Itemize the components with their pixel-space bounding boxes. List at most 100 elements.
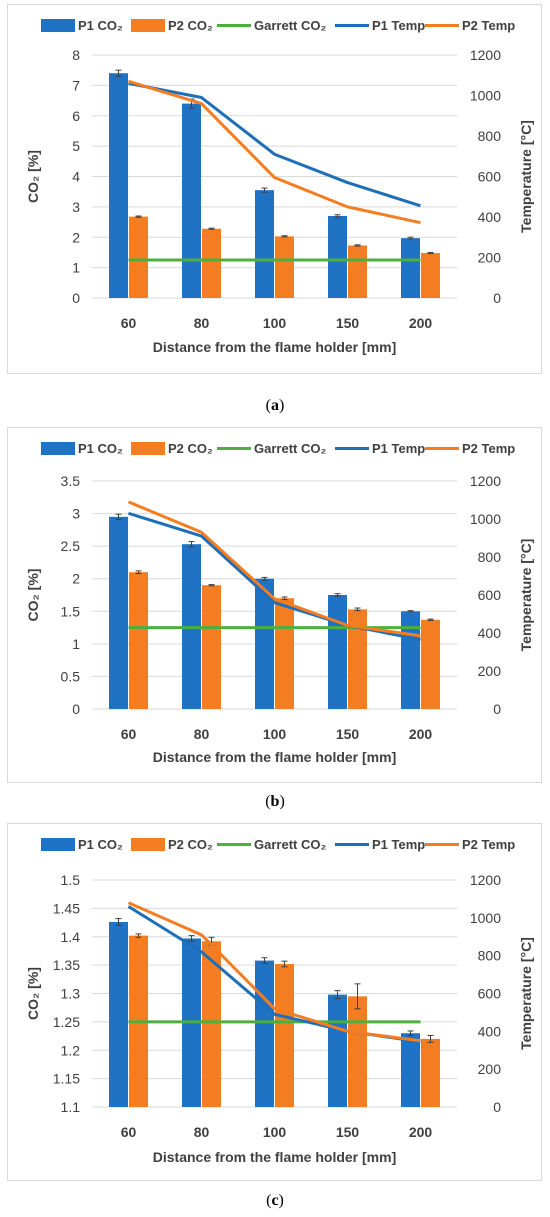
y2-axis-label: Temperature [°C] — [518, 539, 534, 652]
y-tick-label: 1.35 — [53, 957, 80, 973]
y-tick-label: 1.45 — [53, 900, 80, 916]
y2-tick-label: 200 — [478, 663, 502, 679]
y2-tick-label: 1200 — [470, 872, 501, 888]
y2-tick-label: 400 — [478, 1023, 502, 1039]
y-tick-label: 1.5 — [61, 872, 81, 888]
legend-swatch-p1-co2 — [41, 442, 75, 455]
y2-axis-label: Temperature [°C] — [518, 120, 534, 233]
y-tick-label: 1.25 — [53, 1014, 80, 1030]
bar-p2-co2 — [348, 609, 367, 709]
line-p2-temp — [127, 500, 421, 638]
caption-b-letter: b — [270, 793, 280, 810]
legend-label-p2-co2: P2 CO₂ — [168, 837, 213, 852]
legend-label-p1-co2: P1 CO₂ — [78, 18, 123, 33]
bar-p2-co2 — [275, 963, 294, 1107]
x-tick-label: 200 — [409, 1124, 433, 1140]
bar-p1-co2 — [328, 215, 347, 298]
x-tick-label: 80 — [194, 726, 210, 742]
bar-p1-co2 — [401, 611, 420, 709]
legend-label-p2-co2: P2 CO₂ — [168, 18, 213, 33]
y2-tick-label: 0 — [493, 1099, 501, 1115]
y2-tick-label: 800 — [478, 948, 502, 964]
y2-tick-label: 1000 — [470, 511, 501, 527]
legend-label-p1-temp: P1 Temp — [372, 441, 425, 456]
legend-swatch-p2-co2 — [131, 442, 165, 455]
y2-tick-label: 800 — [478, 128, 502, 144]
bar-p1-co2 — [255, 960, 274, 1107]
x-tick-label: 80 — [194, 315, 210, 331]
legend-swatch-p2-co2 — [131, 19, 165, 32]
x-tick-label: 150 — [336, 315, 360, 331]
y2-axis-label: Temperature [°C] — [518, 937, 534, 1050]
y-tick-label: 6 — [72, 108, 80, 124]
bar-p1-co2 — [401, 238, 420, 298]
y-tick-label: 2 — [72, 571, 80, 587]
legend-label-p1-co2: P1 CO₂ — [78, 441, 123, 456]
legend-label-p2-co2: P2 CO₂ — [168, 441, 213, 456]
chart-panel-a: P1 CO₂ P2 CO₂ Garrett CO₂ P1 Temp P2 Temp 0 1 2… — [7, 4, 542, 374]
line-p1-temp — [128, 81, 421, 208]
legend-label-p2-temp: P2 Temp — [462, 837, 515, 852]
legend-item-p1-temp: P1 Temp — [335, 441, 425, 456]
bar-p2-co2 — [348, 245, 367, 298]
y2-tick-label: 1200 — [470, 47, 501, 63]
y-tick-label: 2 — [72, 229, 80, 245]
x-tick-label: 100 — [263, 315, 287, 331]
line-p2-temp — [127, 901, 421, 1043]
y-tick-label: 3 — [72, 199, 80, 215]
y2-tick-label: 0 — [493, 701, 501, 717]
y2-tick-label: 1000 — [470, 910, 501, 926]
x-axis-label: Distance from the flame holder [mm] — [153, 749, 397, 765]
x-tick-label: 60 — [121, 1124, 137, 1140]
y-tick-label: 5 — [72, 138, 80, 154]
legend-swatch-p1-co2 — [41, 838, 75, 851]
y2-tick-label: 400 — [478, 209, 502, 225]
y-axis-label: CO₂ [%] — [25, 967, 41, 1020]
bar-p2-co2 — [421, 1038, 440, 1107]
y2-tick-label: 200 — [478, 1061, 502, 1077]
bar-p1-co2 — [109, 73, 128, 298]
legend-item-garrett-co2: Garrett CO₂ — [217, 18, 326, 33]
caption-c: (c) — [266, 1192, 284, 1209]
x-tick-label: 80 — [194, 1124, 210, 1140]
bar-p2-co2 — [348, 996, 367, 1107]
y2-tick-label: 600 — [478, 986, 502, 1002]
line-p2-temp — [128, 79, 421, 225]
y2-tick-label: 1000 — [470, 88, 501, 104]
caption-a-letter: a — [271, 397, 279, 414]
y-tick-label: 1 — [72, 260, 80, 276]
chart-a: P1 CO₂ P2 CO₂ Garrett CO₂ P1 Temp P2 Temp012… — [25, 18, 534, 355]
y-tick-label: 0 — [72, 290, 80, 306]
legend-label-garrett-co2: Garrett CO₂ — [254, 18, 326, 33]
legend-item-p1-temp: P1 Temp — [335, 837, 425, 852]
chart-c: P1 CO₂ P2 CO₂ Garrett CO₂ P1 Temp P2 Temp 1.1… — [25, 837, 534, 1165]
y-axis-label: CO₂ [%] — [25, 569, 41, 622]
chart-panel-b: P1 CO₂ P2 CO₂ Garrett CO₂ P1 Temp P2 Temp 0 0.… — [7, 427, 542, 783]
y-tick-label: 0.5 — [61, 668, 81, 684]
y2-tick-label: 600 — [478, 169, 502, 185]
y2-tick-label: 600 — [478, 587, 502, 603]
legend-item-p2-co2: P2 CO₂ — [131, 837, 213, 852]
legend-item-p2-co2: P2 CO₂ — [131, 441, 213, 456]
chart-panel-c: P1 CO₂ P2 CO₂ Garrett CO₂ P1 Temp P2 Temp 1.1… — [7, 823, 542, 1181]
legend-label-p1-co2: P1 CO₂ — [78, 837, 123, 852]
y2-tick-label: 1200 — [470, 473, 501, 489]
legend-item-p1-co2: P1 CO₂ — [41, 18, 123, 33]
y-tick-label: 4 — [72, 169, 80, 185]
bar-p2-co2 — [421, 253, 440, 298]
bar-p2-co2 — [421, 619, 440, 709]
x-tick-label: 150 — [336, 1124, 360, 1140]
bar-p1-co2 — [328, 595, 347, 709]
caption-b: (b) — [265, 793, 285, 810]
x-axis-label: Distance from the flame holder [mm] — [153, 339, 397, 355]
y-tick-label: 3 — [72, 506, 80, 522]
y-tick-label: 1.4 — [61, 929, 81, 945]
y2-tick-label: 0 — [493, 290, 501, 306]
y-tick-label: 1.5 — [61, 603, 81, 619]
legend-item-p2-temp: P2 Temp — [425, 441, 515, 456]
caption-c-letter: c — [271, 1192, 279, 1209]
legend-item-p2-temp: P2 Temp — [425, 837, 515, 852]
legend-item-p1-temp: P1 Temp — [335, 18, 425, 33]
x-tick-label: 200 — [409, 726, 433, 742]
bar-p2-co2 — [202, 941, 221, 1107]
